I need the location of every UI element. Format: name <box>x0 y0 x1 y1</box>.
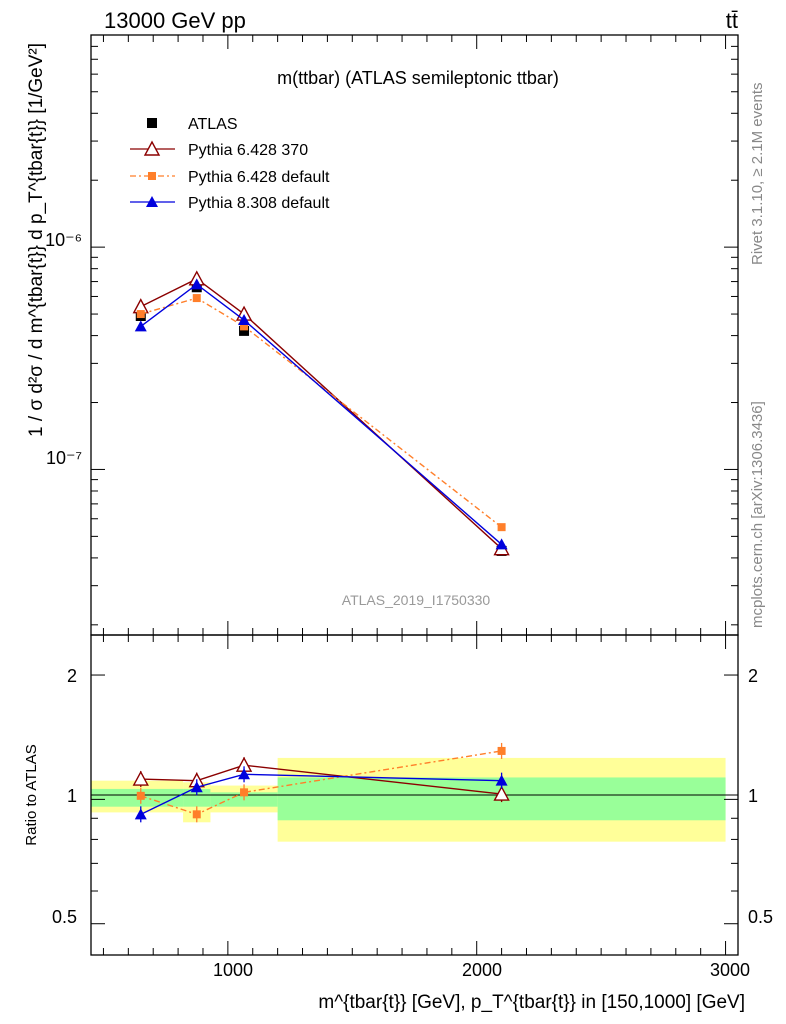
ratio-data-point <box>192 810 201 819</box>
ratio-ytick-label-0p5: 0.5 <box>52 907 77 927</box>
ratio-series-layer <box>132 742 510 823</box>
legend-label-py6-default: Pythia 6.428 default <box>188 169 330 186</box>
ratio-ticks <box>91 635 738 955</box>
main-data-point <box>190 278 203 290</box>
ratio-data-point <box>495 774 508 786</box>
legend-marker-py6-370 <box>143 140 161 156</box>
header-process: tt̄ <box>726 8 738 33</box>
ratio-ylabel: Ratio to ATLAS <box>23 744 40 845</box>
ratio-data-point <box>493 785 510 801</box>
main-data-point <box>495 538 508 550</box>
legend-label-atlas: ATLAS <box>188 116 238 133</box>
legend: ATLAS Pythia 6.428 370 Pythia 6.428 defa… <box>130 116 330 212</box>
main-data-point <box>136 310 145 319</box>
ratio-ytick-label-2: 2 <box>67 666 77 686</box>
ratio-bands <box>91 757 726 842</box>
ratio-series-line <box>140 773 502 815</box>
main-data-point <box>239 325 250 336</box>
ratio-data-point <box>134 808 147 820</box>
ratio-ytick-label-0p5-right: 0.5 <box>748 907 773 927</box>
main-ticks <box>91 34 738 635</box>
legend-label-py6-370: Pythia 6.428 370 <box>188 142 308 159</box>
main-series-line <box>140 283 503 545</box>
ratio-frame <box>90 634 739 956</box>
main-data-point <box>240 322 249 331</box>
ratio-data-point <box>190 781 203 793</box>
xtick-label-3000: 3000 <box>710 960 750 980</box>
main-data-point <box>134 320 147 332</box>
rivet-label: Rivet 3.1.10, ≥ 2.1M events <box>749 83 766 266</box>
legend-marker-atlas <box>147 118 157 128</box>
ratio-data-point <box>497 746 506 755</box>
main-series-layer <box>132 270 510 556</box>
main-data-point <box>497 523 506 532</box>
ytick-label-1e-6: 10⁻⁶ <box>45 230 82 250</box>
ratio-ytick-label-2-right: 2 <box>748 666 758 686</box>
main-series-line <box>140 297 503 528</box>
main-watermark: ATLAS_2019_I1750330 <box>342 592 491 608</box>
ratio-series-line <box>140 764 502 795</box>
xtick-label-1000: 1000 <box>213 960 253 980</box>
ratio-ytick-label-1-right: 1 <box>748 786 758 806</box>
ratio-panel: 2 1 0.5 2 1 0.5 Ratio to ATLAS 1000 2000… <box>23 634 773 1013</box>
main-data-point <box>238 314 251 326</box>
main-panel: m(ttbar) (ATLAS semileptonic ttbar) ATLA… <box>26 34 739 636</box>
mcplots-label: mcplots.cern.ch [arXiv:1306.3436] <box>749 401 766 628</box>
legend-marker-py8-default <box>146 196 158 207</box>
ratio-ytick-label-1: 1 <box>67 786 77 806</box>
xtick-label-2000: 2000 <box>462 960 502 980</box>
main-data-point <box>192 294 201 303</box>
header-energy: 13000 GeV pp <box>104 8 246 33</box>
ratio-data-point <box>132 770 149 786</box>
ratio-band-green <box>183 788 211 807</box>
legend-marker-py6-default <box>148 172 156 180</box>
ratio-data-point <box>240 788 249 797</box>
xlabel: m^{tbar{t}} [GeV], p_T^{tbar{t}} in [150… <box>318 992 745 1013</box>
main-title: m(ttbar) (ATLAS semileptonic ttbar) <box>277 68 559 88</box>
ratio-data-point <box>238 768 251 780</box>
main-series-line <box>140 278 503 550</box>
legend-label-py8-default: Pythia 8.308 default <box>188 195 330 212</box>
main-ylabel: 1 / σ d²σ / d m^{tbar{t}} d p_T^{tbar{t}… <box>26 43 47 437</box>
ratio-data-point <box>136 791 145 800</box>
ratio-series-line <box>140 750 502 816</box>
ytick-label-1e-7: 10⁻⁷ <box>46 448 82 468</box>
